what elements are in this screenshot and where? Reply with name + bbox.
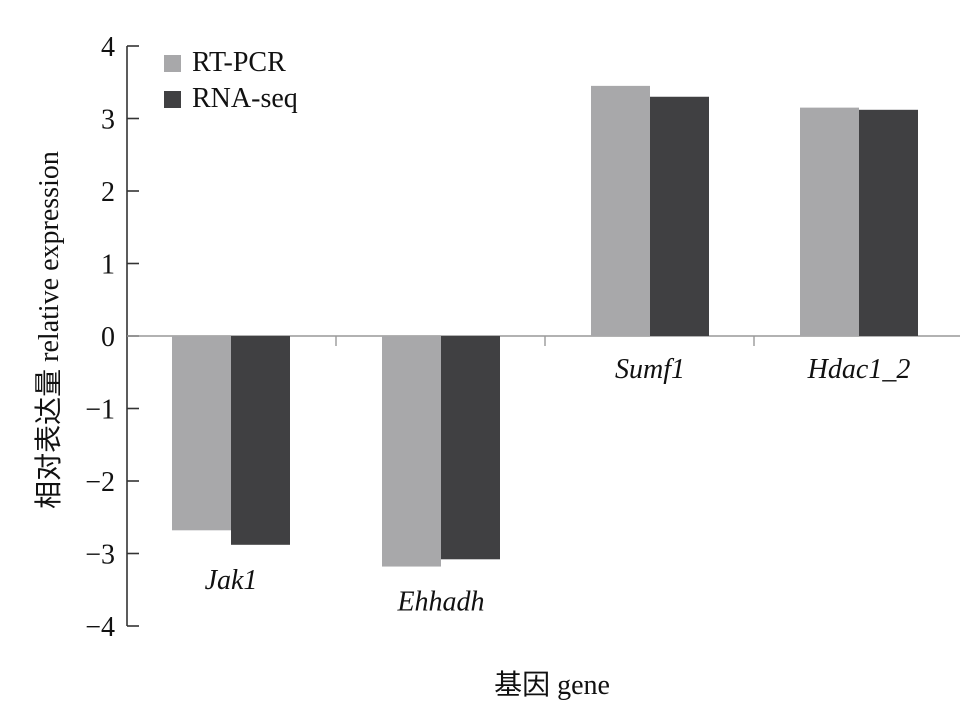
category-labels: Jak1 Ehhadh Sumf1 Hdac1_2 bbox=[205, 354, 911, 618]
bar-rt-pcr-jak1 bbox=[172, 336, 231, 531]
x-axis-title: 基因 gene bbox=[494, 669, 610, 701]
y-tick-label: −2 bbox=[85, 467, 115, 498]
category-label: Ehhadh bbox=[396, 587, 484, 618]
y-tick-label: −4 bbox=[85, 612, 115, 643]
legend-label: RNA-seq bbox=[192, 83, 298, 114]
legend-label: RT-PCR bbox=[192, 47, 286, 78]
category-label: Jak1 bbox=[205, 565, 258, 596]
bar-rt-pcr-ehhadh bbox=[382, 336, 441, 567]
bar-rna-seq-sumf1 bbox=[650, 96, 709, 336]
bars bbox=[172, 85, 918, 567]
category-label: Sumf1 bbox=[615, 354, 685, 385]
y-tick-label: −1 bbox=[85, 395, 115, 426]
bar-rt-pcr-sumf1 bbox=[591, 85, 650, 336]
bar-rna-seq-jak1 bbox=[231, 336, 290, 545]
y-tick-label: 4 bbox=[101, 32, 115, 63]
y-tick-label: −3 bbox=[85, 540, 115, 571]
bar-rna-seq-ehhadh bbox=[441, 336, 500, 560]
y-tick-label: 0 bbox=[101, 322, 115, 353]
y-axis-title: 相对表达量 relative expression bbox=[33, 151, 65, 509]
category-label: Hdac1_2 bbox=[807, 354, 911, 385]
legend-swatch-rt-pcr bbox=[164, 55, 181, 72]
y-tick-label: 2 bbox=[101, 177, 115, 208]
legend-swatch-rna-seq bbox=[164, 91, 181, 108]
bar-rt-pcr-hdac1_2 bbox=[800, 107, 859, 336]
y-tick-label: 1 bbox=[101, 250, 115, 281]
legend: RT-PCR RNA-seq bbox=[164, 47, 298, 114]
y-axis: −4 −3 −2 −1 0 1 2 3 4 bbox=[85, 32, 139, 643]
y-tick-label: 3 bbox=[101, 105, 115, 136]
bar-rna-seq-hdac1_2 bbox=[859, 109, 918, 336]
